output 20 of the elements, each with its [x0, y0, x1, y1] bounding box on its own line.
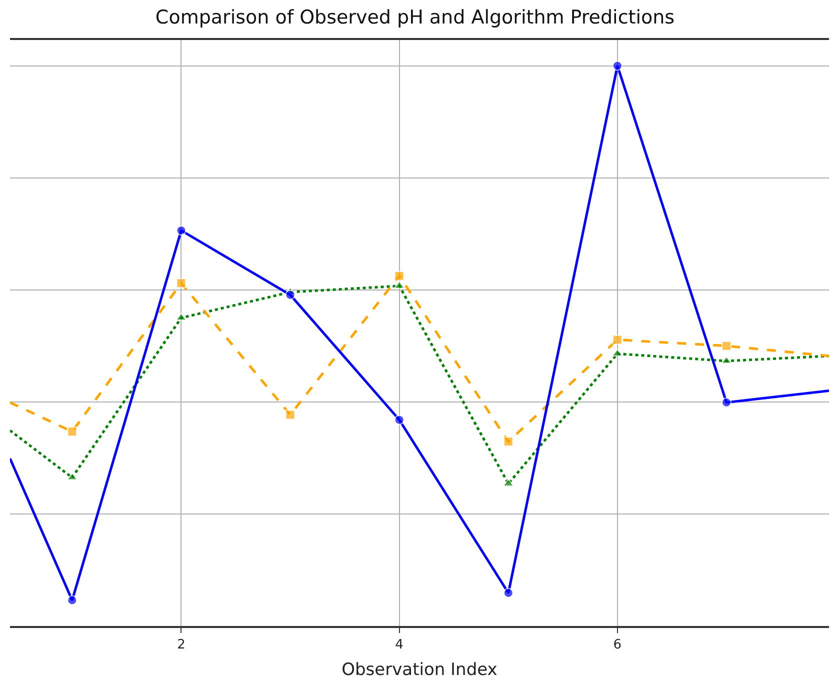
x-tick-label: 6: [613, 638, 622, 653]
x-tick-label: 2: [177, 638, 186, 653]
chart-title: Comparison of Observed pH and Algorithm Predictions: [155, 6, 675, 28]
point: [612, 60, 622, 71]
point: [285, 410, 296, 420]
point: [503, 436, 514, 447]
point: [67, 595, 78, 606]
point: [612, 334, 622, 345]
point: [394, 414, 404, 425]
point: [721, 397, 732, 408]
point: [176, 278, 186, 288]
point: [285, 290, 296, 300]
x-tick-label: 4: [395, 638, 404, 653]
x-axis-title: Observation Index: [342, 660, 498, 680]
point: [503, 588, 514, 598]
point: [721, 340, 732, 351]
point: [394, 270, 404, 281]
point: [67, 426, 78, 437]
point: [176, 312, 187, 321]
point: [176, 225, 186, 236]
